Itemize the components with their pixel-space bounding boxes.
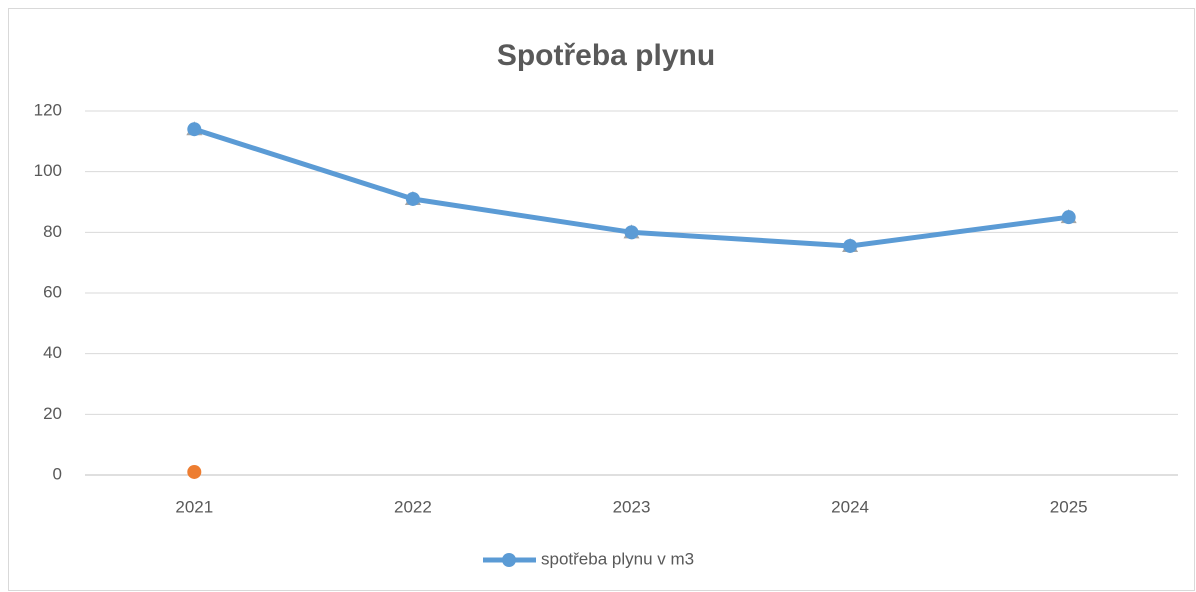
marker [624, 225, 639, 240]
y-tick-label: 0 [53, 464, 62, 483]
legend-marker [502, 553, 516, 567]
chart-border [8, 8, 1195, 591]
x-tick-label: 2021 [175, 497, 213, 516]
chart-title: Spotřeba plynu [497, 39, 715, 72]
y-tick-label: 40 [43, 343, 62, 362]
marker [187, 122, 202, 137]
x-tick-label: 2025 [1050, 497, 1088, 516]
marker [405, 191, 420, 206]
marker [1061, 210, 1076, 225]
x-tick-label: 2023 [613, 497, 651, 516]
y-tick-label: 60 [43, 282, 62, 301]
marker [843, 238, 858, 253]
y-tick-label: 100 [34, 161, 62, 180]
y-tick-label: 20 [43, 404, 62, 423]
y-tick-label: 120 [34, 100, 62, 119]
y-tick-label: 80 [43, 222, 62, 241]
x-tick-label: 2022 [394, 497, 432, 516]
legend-label: spotřeba plynu v m3 [541, 549, 694, 568]
x-tick-label: 2024 [831, 497, 869, 516]
marker [187, 464, 202, 479]
